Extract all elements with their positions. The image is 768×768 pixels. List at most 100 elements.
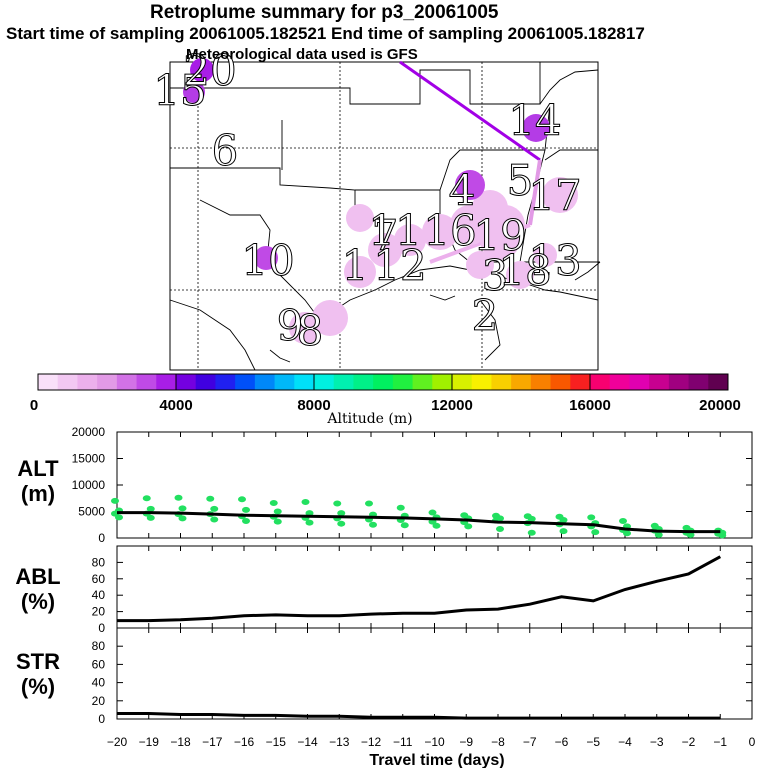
alt-series-line <box>117 511 721 534</box>
day-marker: 12 <box>373 241 426 290</box>
colorbar-tick: 4000 <box>159 397 192 414</box>
day-marker: 4 <box>449 166 476 215</box>
alt-panel-label: ALT <box>17 456 59 481</box>
x-tick-label: −6 <box>555 735 569 749</box>
abl-panel-unit: (%) <box>21 589 55 614</box>
abl-series-line <box>117 555 722 623</box>
altitude-scatter-point <box>718 532 727 539</box>
colorbar-swatch <box>77 374 98 390</box>
altitude-scatter-point <box>559 516 568 523</box>
colorbar-swatch <box>491 374 512 390</box>
x-tick-label: −20 <box>107 735 128 749</box>
colorbar-swatch <box>412 374 433 390</box>
colorbar-swatch <box>38 374 59 390</box>
x-tick-label: −10 <box>424 735 445 749</box>
map-frame <box>169 61 599 371</box>
day-marker: 14 <box>508 96 561 145</box>
str-panel-label: STR <box>16 649 60 674</box>
altitude-scatter-point <box>654 531 663 538</box>
day-marker: 7 <box>372 211 399 260</box>
colorbar-swatches <box>38 374 729 390</box>
altitude-scatter-point <box>428 509 437 516</box>
colorbar-label: Altitude (m) <box>326 411 412 427</box>
colorbar-dividers <box>175 374 591 390</box>
x-tick-label: −17 <box>202 735 223 749</box>
altitude-scatter-point <box>369 521 377 528</box>
colorbar-swatch <box>136 374 157 390</box>
day-marker: 10 <box>241 236 294 285</box>
colorbar-swatch <box>511 374 532 390</box>
meteorology-note: Meteorological data used is GFS <box>186 46 418 63</box>
colorbar-swatch <box>392 374 414 390</box>
day-marker: 15 <box>153 66 206 115</box>
altitude-scatter-point <box>464 523 473 530</box>
y-tick-label: 60 <box>92 572 106 586</box>
x-tick-label: −15 <box>266 735 287 749</box>
colorbar-swatch <box>254 374 276 390</box>
altitude-scatter-point <box>365 500 373 507</box>
colorbar-frame <box>37 373 729 391</box>
str-panel-frame <box>116 627 753 720</box>
day-marker: 8 <box>297 306 324 355</box>
day-marker: 17 <box>528 171 581 220</box>
y-tick-label: 15000 <box>72 452 106 466</box>
day-marker: 11 <box>368 206 421 255</box>
day-marker: 19 <box>473 211 526 260</box>
colorbar-swatch <box>668 374 690 390</box>
altitude-scatter-point <box>142 495 151 502</box>
colorbar-tick: 0 <box>30 397 38 414</box>
altitude-scatter-point <box>305 510 314 517</box>
x-tick-label: −19 <box>139 735 160 749</box>
figure-title: Retroplume summary for p3_20061005 <box>150 2 499 23</box>
colorbar-swatch <box>294 374 315 390</box>
altitude-scatter-point <box>396 504 405 511</box>
y-tick-label: 0 <box>98 712 105 726</box>
altitude-scatter-point <box>273 508 282 515</box>
x-axis-label: Travel time (days) <box>369 752 504 768</box>
altitude-scatter-point <box>400 522 409 529</box>
alt-panel-unit: (m) <box>21 481 55 506</box>
y-tick-label: 0 <box>98 621 105 635</box>
time-series-panels: 0 5000 10000 15000 20000 0 20 40 60 80 0 20 40 60 80 −2… <box>72 425 756 749</box>
y-tick-label: 0 <box>98 531 105 545</box>
altitude-scatter-point <box>146 514 155 521</box>
altitude-scatter-point <box>269 500 278 507</box>
x-tick-label: −8 <box>491 735 505 749</box>
x-tick-label: −14 <box>297 735 318 749</box>
colorbar-tick: 8000 <box>297 397 330 414</box>
y-tick-label: 80 <box>92 639 106 653</box>
altitude-scatter-point <box>242 506 250 513</box>
y-tick-label: 80 <box>92 555 106 569</box>
x-tick-label: −4 <box>618 735 632 749</box>
y-tick-label: 20 <box>92 694 106 708</box>
colorbar-swatch <box>176 374 197 390</box>
sampling-times: Start time of sampling 20061005.182521 E… <box>6 24 645 43</box>
colorbar-swatch <box>570 374 591 390</box>
x-tick-label: −3 <box>650 735 664 749</box>
colorbar-swatch <box>609 374 630 390</box>
altitude-scatter-point <box>591 529 600 536</box>
colorbar-swatch <box>629 374 650 390</box>
day-marker: 9 <box>277 301 304 350</box>
day-marker: 5 <box>507 156 534 205</box>
colorbar-swatch <box>235 374 256 390</box>
day-marker: 20 <box>183 46 236 95</box>
altitude-scatter-point <box>210 516 219 523</box>
colorbar-swatch <box>274 374 295 390</box>
colorbar-swatch <box>314 374 335 390</box>
altitude-scatter-point <box>337 510 346 517</box>
colorbar-swatch <box>156 374 177 390</box>
colorbar-swatch <box>116 374 138 390</box>
colorbar-swatch <box>530 374 552 390</box>
day-marker: 16 <box>423 206 476 255</box>
abl-panel-frame <box>116 545 753 629</box>
colorbar-swatch <box>550 374 571 390</box>
alt-panel: 0 5000 10000 15000 20000 <box>72 425 753 545</box>
altitude-scatter-point <box>115 514 123 521</box>
altitude-scatter-point <box>146 505 155 512</box>
colorbar-tick: 16000 <box>569 397 611 414</box>
